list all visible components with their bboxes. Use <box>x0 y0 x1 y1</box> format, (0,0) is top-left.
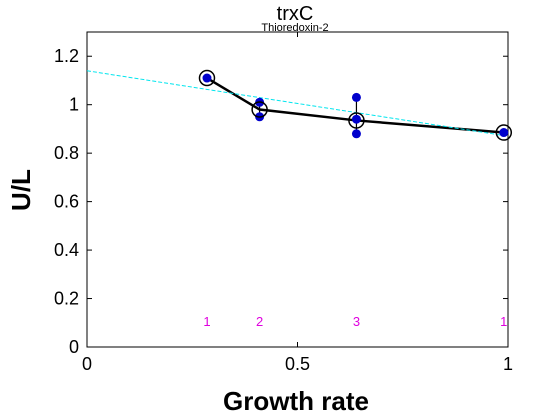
x-axis-label: Growth rate <box>223 386 369 416</box>
replicate-point <box>351 92 361 102</box>
mean-point <box>348 112 365 129</box>
chart-marks: 1 2 3 1 <box>86 69 513 329</box>
y-axis-label: U/L <box>6 169 36 211</box>
y-tick-label: 0.2 <box>54 289 79 309</box>
chart-title: trxC <box>277 3 314 25</box>
x-tick-label: 0.5 <box>285 354 310 374</box>
y-tick-label: 1 <box>69 95 79 115</box>
y-tick-label: 0 <box>69 337 79 357</box>
fit-line <box>86 70 509 137</box>
x-tick-label: 0 <box>82 354 92 374</box>
sample-count-label: 1 <box>203 314 210 329</box>
y-tick-label: 0.4 <box>54 240 79 260</box>
sample-count-label: 1 <box>500 314 507 329</box>
axis-ticks: 0 0.5 1 0 0.2 0.4 0.6 0.8 1 1.2 <box>54 32 513 374</box>
sample-count-label: 2 <box>256 314 263 329</box>
y-tick-label: 0.8 <box>54 143 79 163</box>
mean-point <box>198 69 216 87</box>
plot-area <box>86 31 509 348</box>
mean-point <box>495 124 513 141</box>
replicate-point <box>351 129 361 139</box>
replicate-point <box>202 73 212 83</box>
replicate-point <box>351 114 361 124</box>
mean-point <box>251 101 268 118</box>
chart-subtitle: Thioredoxin-2 <box>261 22 328 34</box>
x-tick-label: 1 <box>503 354 513 374</box>
mean-line <box>206 76 504 134</box>
y-tick-label: 1.2 <box>54 46 79 66</box>
replicate-point <box>499 128 509 138</box>
y-tick-label: 0.6 <box>54 192 79 212</box>
sample-count-label: 3 <box>353 314 360 329</box>
